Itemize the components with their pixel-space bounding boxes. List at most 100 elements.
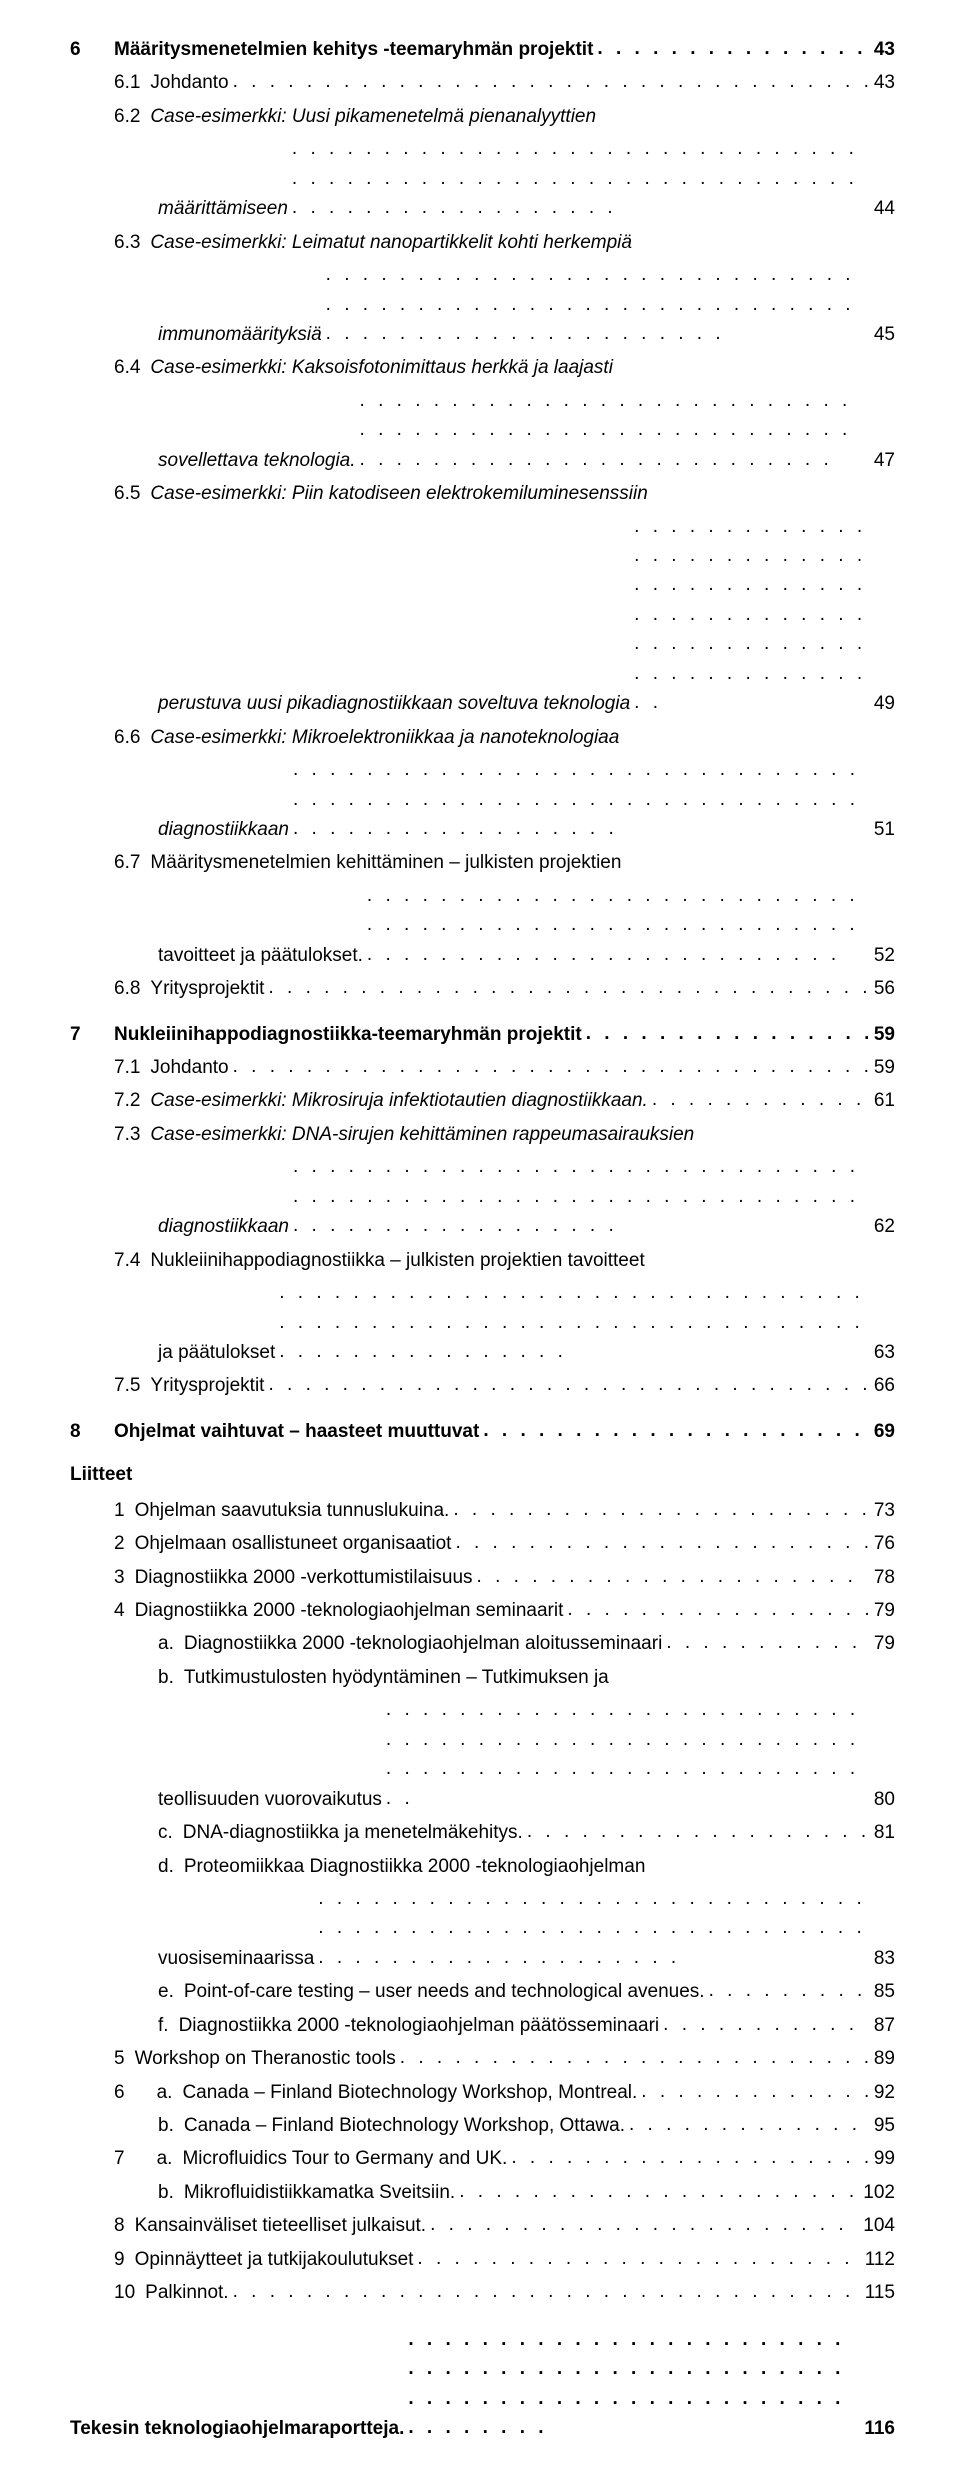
toc-number: b. [158,2111,184,2140]
toc-label: diagnostiikkaan [158,1212,289,1241]
toc-number: 10 [114,2278,145,2307]
toc-number: 3 [114,1563,135,1592]
toc-number: 5 [114,2044,135,2073]
toc-entry: teollisuuden vuorovaikutus . . . . . . .… [158,1696,895,1814]
toc-page: 43 [868,35,895,64]
toc-label: Case-esimerkki: Piin katodiseen elektrok… [150,479,647,508]
toc-dots: . . . . . . . . . . . . . . . . . . . . … [382,1695,868,1813]
toc-entry: 3Diagnostiikka 2000 -verkottumistilaisuu… [114,1563,895,1592]
toc-page: 79 [868,1596,895,1625]
toc-dots: . . . . . . . . . . . . . . . . . . . . … [363,881,868,969]
toc-entry: 7.1Johdanto . . . . . . . . . . . . . . … [114,1053,895,1082]
toc-entry: 7.5Yritysprojektit . . . . . . . . . . .… [114,1371,895,1400]
toc-entry: 7Nukleiinihappodiagnostiikka-teemaryhmän… [70,1020,895,1049]
toc-number: 7.1 [114,1053,150,1082]
toc-entry: a.Diagnostiikka 2000 -teknologiaohjelman… [158,1629,895,1658]
toc-page: 73 [868,1496,895,1525]
toc-page: 112 [859,2245,895,2274]
toc-number: 6.6 [114,723,150,752]
toc-entry: 5Workshop on Theranostic tools . . . . .… [114,2044,895,2073]
toc-dots: . . . . . . . . . . . . . . . . . . . . … [322,260,868,348]
toc-label: Määritysmenetelmien kehittäminen – julki… [150,848,621,877]
toc-dots: . . . . . . . . . . . . . . . . . . . . … [426,2210,857,2239]
toc-page: 85 [868,1977,895,2006]
toc-label: teollisuuden vuorovaikutus [158,1785,382,1814]
toc-number: a. [158,1629,184,1658]
toc-number: 6.4 [114,353,150,382]
toc-page: 51 [868,815,895,844]
toc-page: 47 [868,446,895,475]
toc-label: Ohjelmaan osallistuneet organisaatiot [135,1529,452,1558]
toc-label: sovellettava teknologia. [158,446,356,475]
toc-dots: . . . . . . . . . . . . . . . . . . . . … [264,1370,867,1399]
toc-page: 45 [868,320,895,349]
toc-label: Kansainväliset tieteelliset julkaisut. [135,2211,427,2240]
footer-dots: . . . . . . . . . . . . . . . . . . . . … [404,2325,858,2443]
toc-page: 99 [868,2144,895,2173]
toc-page: 62 [868,1212,895,1241]
toc-entry: 6.5Case-esimerkki: Piin katodiseen elekt… [114,479,895,508]
toc-number: 9 [114,2245,135,2274]
toc-number: 8 [114,2211,135,2240]
toc-label: Johdanto [150,68,228,97]
toc-page: 79 [868,1629,895,1658]
toc-page: 52 [868,941,895,970]
toc-label: vuosiseminaarissa [158,1944,314,1973]
toc-entry: c.DNA-diagnostiikka ja menetelmäkehitys.… [158,1818,895,1847]
toc-dots: . . . . . . . . . . . . . . . . . . . . … [582,1019,868,1048]
toc-entry: 6.2Case-esimerkki: Uusi pikamenetelmä pi… [114,102,895,131]
toc-dots: . . . . . . . . . . . . . . . . . . . . … [662,1628,868,1657]
toc-label: Case-esimerkki: DNA-sirujen kehittäminen… [150,1120,694,1149]
toc-dots: . . . . . . . . . . . . . . . . . . . . … [563,1595,867,1624]
toc-label: Ohjelmat vaihtuvat – haasteet muuttuvat [114,1417,479,1446]
toc-label: Canada – Finland Biotechnology Workshop,… [182,2078,637,2107]
toc-page: 59 [868,1020,895,1049]
toc-label: määrittämiseen [158,194,288,223]
toc-entry: 6.6Case-esimerkki: Mikroelektroniikkaa j… [114,723,895,752]
toc-number: 4 [114,1596,135,1625]
toc-page: 49 [868,689,895,718]
toc-number: 2 [114,1529,135,1558]
toc-label: perustuva uusi pikadiagnostiikkaan sovel… [158,689,630,718]
toc-dots: . . . . . . . . . . . . . . . . . . . . … [229,2277,859,2306]
toc-dots: . . . . . . . . . . . . . . . . . . . . … [289,755,868,843]
toc-label: ja päätulokset [158,1338,275,1367]
toc-label: Määritysmenetelmien kehitys -teemaryhmän… [114,35,593,64]
toc-label: Ohjelman saavutuksia tunnuslukuina. [135,1496,450,1525]
toc-number: 6.8 [114,974,150,1003]
toc-number: 7 [114,2144,135,2173]
toc-label: Proteomiikkaa Diagnostiikka 2000 -teknol… [184,1852,646,1881]
footer-label: Tekesin teknologiaohjelmaraportteja. [70,2414,404,2443]
appendix-container: 1Ohjelman saavutuksia tunnuslukuina. . .… [70,1496,895,2308]
toc-entry: 7a.Microfluidics Tour to Germany and UK.… [114,2144,895,2173]
toc-dots: . . . . . . . . . . . . . . . . . . . . … [630,512,868,718]
toc-dots: . . . . . . . . . . . . . . . . . . . . … [413,2244,858,2273]
toc-label: Workshop on Theranostic tools [135,2044,396,2073]
toc-label: DNA-diagnostiikka ja menetelmäkehitys. [183,1818,523,1847]
toc-dots: . . . . . . . . . . . . . . . . . . . . … [523,1817,868,1846]
toc-entry: 6.8Yritysprojektit . . . . . . . . . . .… [114,974,895,1003]
toc-entry: e.Point-of-care testing – user needs and… [158,1977,895,2006]
toc-label: immunomäärityksiä [158,320,322,349]
toc-number: 6 [70,35,114,64]
toc-entry: perustuva uusi pikadiagnostiikkaan sovel… [158,513,895,719]
toc-label: Case-esimerkki: Mikroelektroniikkaa ja n… [150,723,619,752]
toc-label: Point-of-care testing – user needs and t… [184,1977,705,2006]
toc-dots: . . . . . . . . . . . . . . . . . . . . … [288,134,868,222]
toc-label: Diagnostiikka 2000 -verkottumistilaisuus [135,1563,473,1592]
toc-label: Diagnostiikka 2000 -teknologiaohjelman a… [184,1629,662,1658]
toc-entry: diagnostiikkaan . . . . . . . . . . . . … [158,1153,895,1241]
toc-label: Yritysprojektit [150,974,264,1003]
toc-page: 61 [868,1086,895,1115]
toc-entry: 4Diagnostiikka 2000 -teknologiaohjelman … [114,1596,895,1625]
toc-number: 6.5 [114,479,150,508]
toc-page: 80 [868,1785,895,1814]
toc-label: Johdanto [150,1053,228,1082]
toc-entry: diagnostiikkaan . . . . . . . . . . . . … [158,756,895,844]
toc-page: 95 [868,2111,895,2140]
toc-container: 6Määritysmenetelmien kehitys -teemaryhmä… [70,35,895,1446]
toc-label: Yritysprojektit [150,1371,264,1400]
toc-number: b. [158,2178,184,2207]
toc-dots: . . . . . . . . . . . . . . . . . . . . … [229,1052,868,1081]
toc-label: Case-esimerkki: Leimatut nanopartikkelit… [150,228,632,257]
